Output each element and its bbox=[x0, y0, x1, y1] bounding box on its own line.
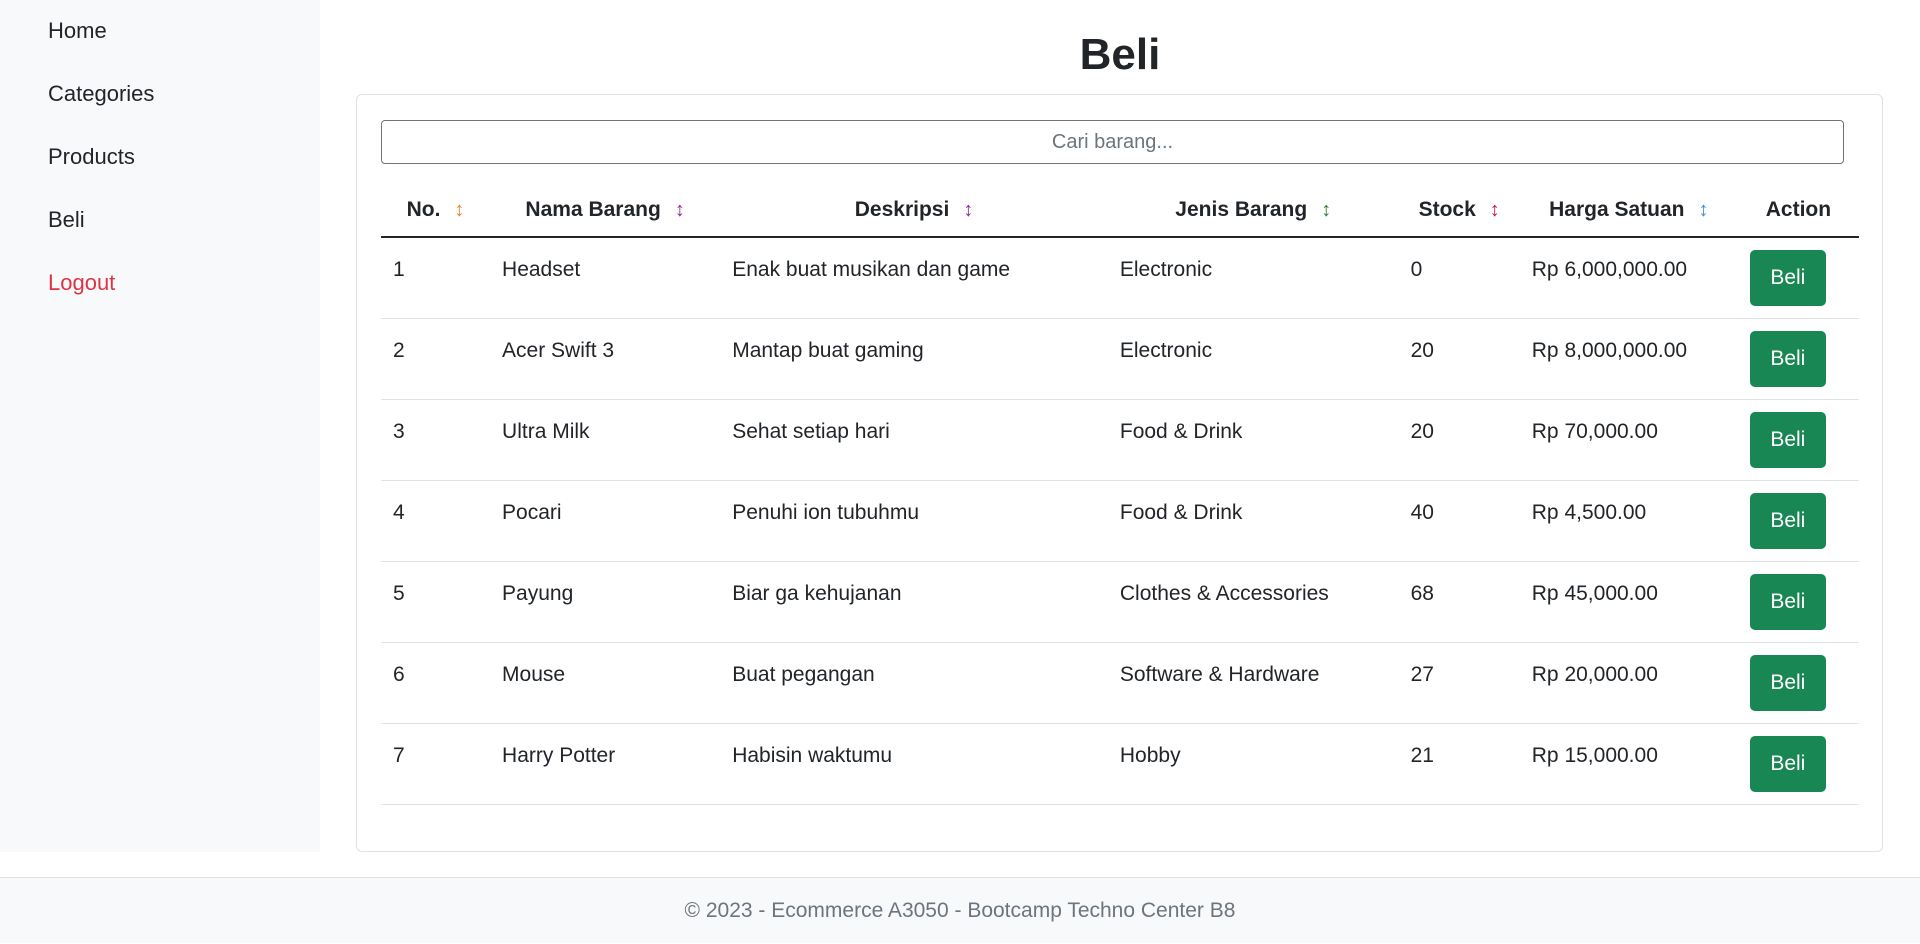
cell-stock: 21 bbox=[1398, 723, 1520, 805]
cell-desc: Mantap buat gaming bbox=[720, 318, 1108, 400]
sidebar-item-home[interactable]: Home bbox=[48, 18, 107, 43]
column-label: Stock bbox=[1418, 197, 1476, 221]
cell-name: Pocari bbox=[490, 480, 721, 562]
cell-no: 3 bbox=[381, 399, 491, 481]
cell-desc: Habisin waktumu bbox=[720, 723, 1108, 805]
sidebar: Home Categories Products Beli Logout bbox=[0, 0, 320, 852]
cell-price: Rp 8,000,000.00 bbox=[1519, 318, 1738, 400]
cell-no: 7 bbox=[381, 723, 491, 805]
cell-stock: 68 bbox=[1398, 561, 1520, 643]
column-label: Nama Barang bbox=[525, 197, 661, 221]
cell-action: Beli bbox=[1737, 480, 1859, 562]
cell-no: 5 bbox=[381, 561, 491, 643]
cell-stock: 20 bbox=[1398, 399, 1520, 481]
sort-icon[interactable]: ↕ bbox=[963, 198, 974, 221]
column-header[interactable]: Jenis Barang ↕ bbox=[1107, 183, 1399, 238]
beli-button[interactable]: Beli bbox=[1749, 492, 1826, 549]
cell-price: Rp 15,000.00 bbox=[1519, 723, 1738, 805]
cell-no: 4 bbox=[381, 480, 491, 562]
sidebar-item-beli[interactable]: Beli bbox=[48, 207, 85, 232]
table-row: 7 Harry Potter Habisin waktumu Hobby 21 Rp 15… bbox=[381, 723, 1859, 805]
cell-type: Software & Hardware bbox=[1107, 642, 1399, 724]
sort-icon[interactable]: ↕ bbox=[1489, 198, 1500, 221]
table-row: 5 Payung Biar ga kehujanan Clothes & Access… bbox=[381, 561, 1859, 643]
column-label: Harga Satuan bbox=[1549, 197, 1685, 221]
cell-stock: 20 bbox=[1398, 318, 1520, 400]
cell-desc: Penuhi ion tubuhmu bbox=[720, 480, 1108, 562]
cell-action: Beli bbox=[1737, 723, 1859, 805]
cell-stock: 27 bbox=[1398, 642, 1520, 724]
column-header[interactable]: Stock ↕ bbox=[1398, 183, 1520, 238]
column-label: Action bbox=[1765, 197, 1832, 221]
column-header[interactable]: Harga Satuan ↕ bbox=[1519, 183, 1738, 238]
cell-name: Payung bbox=[490, 561, 721, 643]
column-header: Action bbox=[1737, 183, 1859, 238]
column-header[interactable]: Deskripsi ↕ bbox=[720, 183, 1108, 238]
column-label: Deskripsi bbox=[854, 197, 950, 221]
cell-action: Beli bbox=[1737, 318, 1859, 400]
sidebar-item-products[interactable]: Products bbox=[48, 144, 135, 169]
footer: © 2023 - Ecommerce A3050 - Bootcamp Tech… bbox=[0, 877, 1920, 943]
cell-price: Rp 20,000.00 bbox=[1519, 642, 1738, 724]
cell-type: Food & Drink bbox=[1107, 399, 1399, 481]
product-card: No.↕Nama Barang↕Deskripsi↕Jenis Barang↕S… bbox=[356, 94, 1883, 852]
cell-type: Electronic bbox=[1107, 237, 1399, 319]
cell-name: Mouse bbox=[490, 642, 721, 724]
table-row: 2 Acer Swift 3 Mantap buat gaming Electroni… bbox=[381, 318, 1859, 400]
cell-stock: 40 bbox=[1398, 480, 1520, 562]
beli-button[interactable]: Beli bbox=[1749, 573, 1826, 630]
cell-type: Clothes & Accessories bbox=[1107, 561, 1399, 643]
table-row: 3 Ultra Milk Sehat setiap hari Food & Drink… bbox=[381, 399, 1859, 481]
sort-icon[interactable]: ↕ bbox=[674, 198, 685, 221]
cell-type: Food & Drink bbox=[1107, 480, 1399, 562]
cell-desc: Sehat setiap hari bbox=[720, 399, 1108, 481]
cell-action: Beli bbox=[1737, 561, 1859, 643]
cell-stock: 0 bbox=[1398, 237, 1520, 319]
cell-price: Rp 6,000,000.00 bbox=[1519, 237, 1738, 319]
table-row: 6 Mouse Buat pegangan Software & Hardware 27… bbox=[381, 642, 1859, 724]
sort-icon[interactable]: ↕ bbox=[1698, 198, 1709, 221]
column-label: No. bbox=[406, 197, 441, 221]
cell-action: Beli bbox=[1737, 237, 1859, 319]
cell-no: 6 bbox=[381, 642, 491, 724]
cell-desc: Enak buat musikan dan game bbox=[720, 237, 1108, 319]
product-table: No. ↕ Nama Barang ↕ Deskripsi ↕ Jenis Barang ↕ S… bbox=[381, 183, 1859, 805]
cell-action: Beli bbox=[1737, 642, 1859, 724]
column-header[interactable]: No. ↕ bbox=[381, 183, 491, 238]
column-label: Jenis Barang bbox=[1175, 197, 1308, 221]
table-row: 4 Pocari Penuhi ion tubuhmu Food & Drink 40 R… bbox=[381, 480, 1859, 562]
beli-button[interactable]: Beli bbox=[1749, 735, 1826, 792]
sidebar-item-categories[interactable]: Categories bbox=[48, 81, 155, 106]
search-input[interactable] bbox=[381, 120, 1844, 164]
cell-name: Headset bbox=[490, 237, 721, 319]
table-row: 1 Headset Enak buat musikan dan game Electr… bbox=[381, 237, 1859, 319]
beli-button[interactable]: Beli bbox=[1749, 654, 1826, 711]
cell-type: Electronic bbox=[1107, 318, 1399, 400]
cell-name: Ultra Milk bbox=[490, 399, 721, 481]
cell-desc: Biar ga kehujanan bbox=[720, 561, 1108, 643]
cell-desc: Buat pegangan bbox=[720, 642, 1108, 724]
beli-button[interactable]: Beli bbox=[1749, 250, 1826, 306]
cell-type: Hobby bbox=[1107, 723, 1399, 805]
sort-icon[interactable]: ↕ bbox=[1321, 198, 1332, 221]
cell-name: Harry Potter bbox=[490, 723, 721, 805]
cell-price: Rp 4,500.00 bbox=[1519, 480, 1738, 562]
sidebar-item-logout[interactable]: Logout bbox=[48, 270, 116, 295]
beli-button[interactable]: Beli bbox=[1749, 330, 1826, 387]
cell-name: Acer Swift 3 bbox=[490, 318, 721, 400]
sort-icon[interactable]: ↕ bbox=[454, 198, 465, 221]
page-title: Beli bbox=[1079, 30, 1161, 79]
cell-action: Beli bbox=[1737, 399, 1859, 481]
cell-no: 2 bbox=[381, 318, 491, 400]
cell-price: Rp 70,000.00 bbox=[1519, 399, 1738, 481]
beli-button[interactable]: Beli bbox=[1749, 411, 1826, 468]
cell-price: Rp 45,000.00 bbox=[1519, 561, 1738, 643]
cell-no: 1 bbox=[381, 237, 491, 319]
column-header[interactable]: Nama Barang ↕ bbox=[490, 183, 721, 238]
